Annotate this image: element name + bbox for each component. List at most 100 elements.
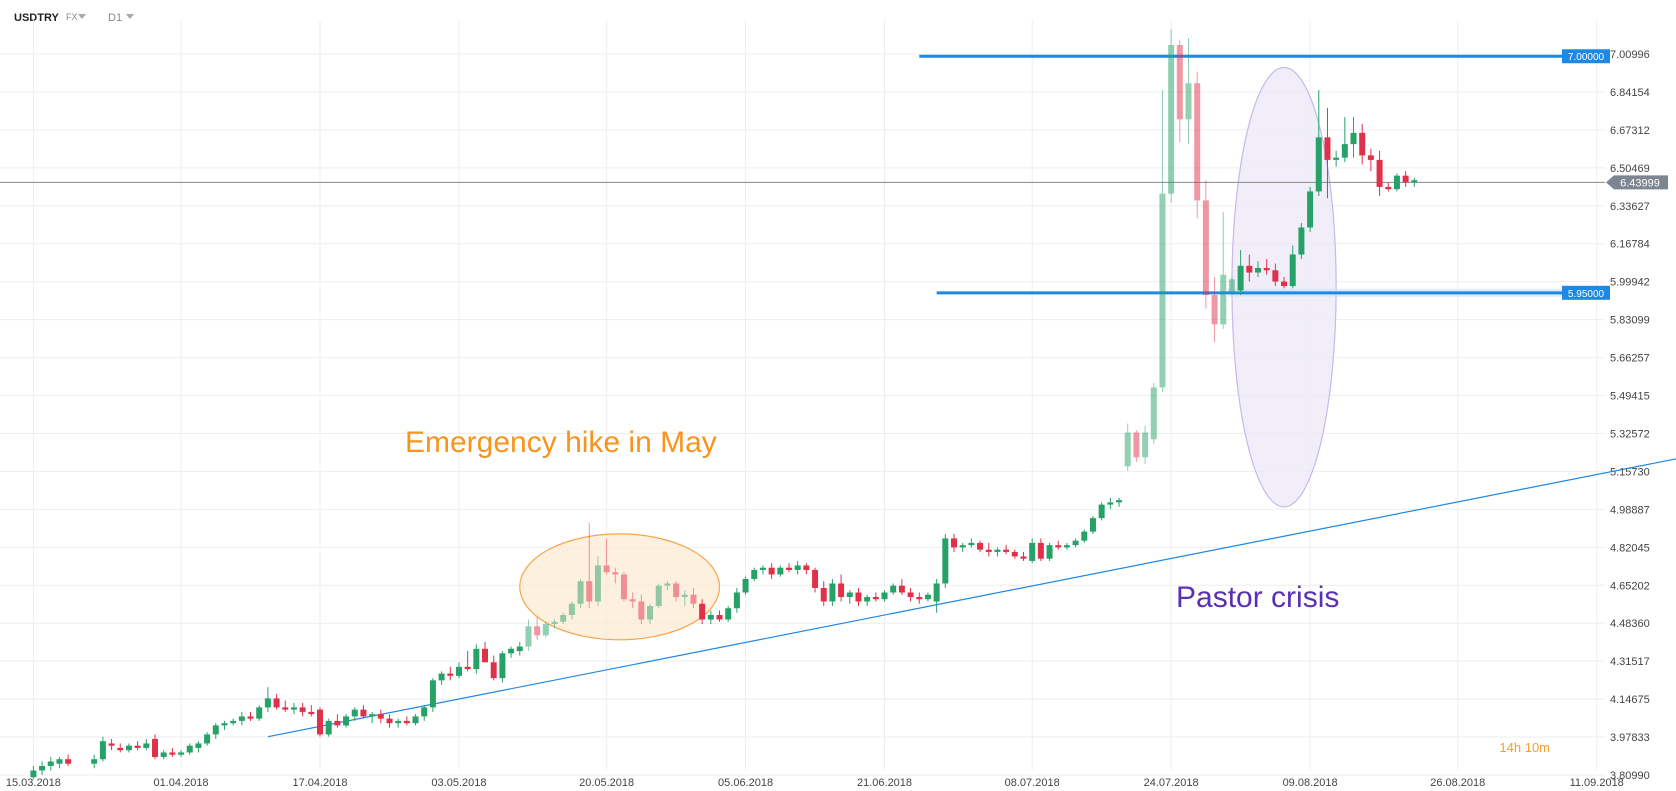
candle-body <box>108 743 115 746</box>
candle <box>1107 497 1114 510</box>
candle <box>117 743 124 753</box>
candle-body <box>968 542 975 546</box>
candle-body <box>1367 155 1374 160</box>
candle <box>204 732 211 746</box>
candle-body <box>1168 44 1175 194</box>
candle-body <box>568 603 575 616</box>
candle-body <box>1037 542 1044 559</box>
candle <box>542 621 549 638</box>
candle <box>39 761 46 775</box>
candle <box>1307 186 1314 232</box>
x-tick-label: 21.06.2018 <box>857 777 912 789</box>
candle <box>1220 211 1227 329</box>
market-chevron-down-icon[interactable] <box>78 14 86 19</box>
candle-body <box>1246 265 1253 273</box>
candle-body <box>699 603 706 620</box>
candle <box>195 741 202 753</box>
candle-body <box>1324 137 1331 160</box>
y-tick-label: 6.33627 <box>1610 201 1650 213</box>
candles <box>30 29 1418 780</box>
candle <box>629 592 636 609</box>
candle <box>1333 150 1340 167</box>
candle <box>681 590 688 606</box>
candle <box>551 619 558 629</box>
candle-body <box>933 583 940 602</box>
candle-body <box>733 592 740 609</box>
candle-body <box>1159 193 1166 388</box>
candle-body <box>325 720 332 735</box>
symbol-label[interactable]: USDTRY <box>14 12 59 24</box>
candle-body <box>238 716 245 721</box>
candle <box>1393 173 1400 192</box>
candle <box>603 538 610 575</box>
candle-body <box>1376 159 1383 187</box>
candle <box>1315 90 1322 196</box>
candle-body <box>317 709 324 735</box>
candle-body <box>230 720 237 724</box>
candle <box>473 644 480 674</box>
candle <box>820 581 827 606</box>
candle <box>1133 430 1140 462</box>
candle <box>968 538 975 548</box>
candle-body <box>1411 180 1418 183</box>
candle <box>803 563 810 575</box>
candle-body <box>30 770 37 778</box>
candle-body <box>768 567 775 575</box>
candle-timer: 14h 10m <box>1499 740 1550 755</box>
timeframe-chevron-down-icon[interactable] <box>126 14 134 19</box>
candle <box>421 705 428 721</box>
candle <box>977 540 984 552</box>
candle-body <box>707 615 714 620</box>
may-ellipse <box>519 533 721 641</box>
candle-body <box>1359 132 1366 156</box>
candle <box>325 718 332 737</box>
candle-body <box>1393 175 1400 190</box>
candle <box>47 756 54 771</box>
y-tick-label: 5.32572 <box>1610 428 1650 440</box>
candle <box>230 718 237 726</box>
candle <box>256 705 263 721</box>
candle-body <box>334 720 341 726</box>
candle-body <box>256 707 263 719</box>
candle-body <box>864 596 871 602</box>
y-tick-label: 4.98887 <box>1610 504 1650 516</box>
candle-body <box>898 585 905 593</box>
candle-body <box>1176 44 1183 120</box>
candle <box>864 594 871 606</box>
candle <box>1150 382 1157 444</box>
candle-body <box>490 662 497 679</box>
candle <box>1402 171 1409 187</box>
candle <box>1142 425 1149 465</box>
candle-body <box>299 707 306 712</box>
candle-body <box>438 673 445 681</box>
candle <box>1089 515 1096 534</box>
candle-body <box>455 666 462 676</box>
candle <box>1072 538 1079 548</box>
candle-body <box>1254 268 1261 273</box>
candle <box>1411 177 1418 187</box>
annotation-pastor: Pastor crisis <box>1176 581 1339 614</box>
candle <box>707 610 714 625</box>
candle <box>534 617 541 640</box>
candle-body <box>785 567 792 570</box>
timeframe-label[interactable]: D1 <box>108 12 123 24</box>
x-tick-label: 24.07.2018 <box>1144 777 1199 789</box>
x-tick-label: 05.06.2018 <box>718 777 773 789</box>
candle <box>1281 277 1288 289</box>
candle-body <box>412 716 419 724</box>
candle <box>716 610 723 622</box>
candle-body <box>1315 137 1322 192</box>
candle <box>482 642 489 663</box>
candle-body <box>1298 227 1305 255</box>
candle <box>664 581 671 591</box>
candle <box>577 578 584 609</box>
candle <box>1298 222 1305 260</box>
candle <box>959 542 966 552</box>
candle <box>178 750 185 757</box>
candle <box>438 671 445 685</box>
grid <box>0 20 1605 776</box>
candle <box>916 592 923 604</box>
candle-body <box>1289 254 1296 287</box>
candle <box>855 587 862 606</box>
